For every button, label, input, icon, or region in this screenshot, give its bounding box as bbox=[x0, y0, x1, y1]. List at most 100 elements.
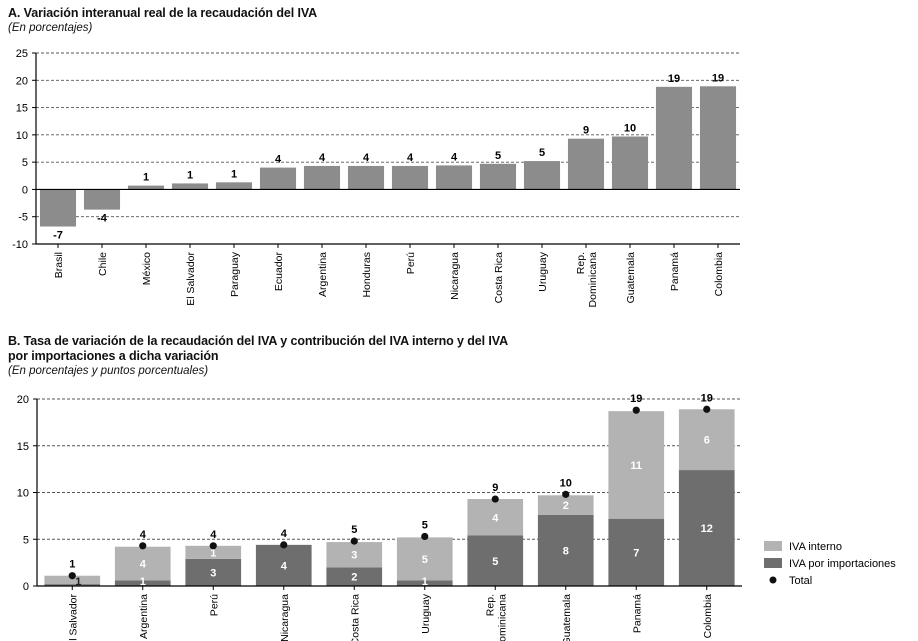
segment-label-interno: 1 bbox=[210, 547, 216, 559]
total-label: 5 bbox=[422, 519, 428, 531]
data-label: 9 bbox=[583, 125, 589, 137]
x-tick-label: Honduras bbox=[361, 252, 373, 298]
y-tick-label: 5 bbox=[22, 157, 28, 169]
x-tick-label: Colombia bbox=[702, 594, 714, 639]
bar-segment-importaciones bbox=[467, 535, 524, 586]
bar-segment-interno bbox=[44, 575, 101, 585]
total-label: 1 bbox=[69, 559, 75, 571]
x-tick-label: Perú bbox=[208, 594, 220, 616]
data-label: 5 bbox=[539, 147, 545, 159]
x-tick-label: Argentina bbox=[317, 252, 329, 297]
bar-segment-importaciones bbox=[537, 514, 594, 586]
total-marker bbox=[280, 541, 288, 549]
segment-label-importaciones: 8 bbox=[563, 545, 569, 557]
data-label: 1 bbox=[231, 168, 237, 180]
x-tick-label: Panamá bbox=[669, 252, 681, 291]
segment-label-importaciones: 12 bbox=[701, 523, 713, 535]
bar-segment-importaciones bbox=[678, 470, 735, 586]
segment-label-importaciones: 5 bbox=[492, 556, 498, 568]
segment-label-importaciones: 7 bbox=[633, 547, 639, 559]
total-marker bbox=[703, 405, 711, 413]
x-tick-label: Costa Rica bbox=[493, 252, 505, 304]
x-tick-label: Chile bbox=[97, 252, 109, 276]
bar bbox=[655, 86, 693, 190]
legend-label-total: Total bbox=[789, 575, 812, 587]
bar bbox=[39, 189, 77, 227]
total-label: 10 bbox=[560, 477, 572, 489]
bar-segment-importaciones bbox=[114, 580, 171, 586]
x-tick-label: Argentina bbox=[138, 594, 150, 639]
legend-swatch-importaciones bbox=[764, 558, 782, 568]
data-label: -7 bbox=[53, 230, 63, 242]
y-tick-label: 10 bbox=[17, 488, 29, 500]
bar bbox=[83, 189, 121, 210]
bar-segment-importaciones bbox=[185, 558, 242, 586]
total-marker bbox=[421, 532, 429, 541]
y-tick-label: 20 bbox=[17, 394, 29, 406]
data-label: 4 bbox=[319, 152, 326, 164]
segment-label-interno: 6 bbox=[704, 435, 710, 447]
segment-label-interno: 4 bbox=[140, 559, 147, 571]
x-tick-label: Colombia bbox=[713, 252, 725, 297]
y-tick-label: 0 bbox=[22, 184, 28, 196]
x-tick-label: El Salvador bbox=[67, 594, 79, 641]
chart-b-title-line1: B. Tasa de variación de la recaudación d… bbox=[8, 334, 508, 348]
total-marker bbox=[491, 495, 499, 503]
bar bbox=[479, 163, 517, 190]
x-tick-label: Brasil bbox=[53, 252, 65, 278]
segment-label-importaciones: 2 bbox=[351, 572, 357, 584]
x-tick-label: Panamá bbox=[631, 594, 643, 633]
x-tick-label: El Salvador bbox=[185, 252, 197, 306]
chart-b-subtitle: (En porcentajes y puntos porcentuales) bbox=[8, 365, 209, 377]
bar-segment-importaciones bbox=[326, 567, 383, 586]
bar bbox=[303, 165, 341, 190]
x-tick-label: Nicaragua bbox=[279, 594, 291, 641]
bar bbox=[611, 136, 649, 190]
total-marker bbox=[632, 406, 640, 414]
data-label: 4 bbox=[363, 152, 370, 164]
y-tick-label: 20 bbox=[16, 75, 28, 87]
y-tick-label: -5 bbox=[18, 212, 28, 224]
bar bbox=[127, 185, 165, 190]
x-tick-label: Paraguay bbox=[229, 251, 241, 297]
chart-a: 2520151050-5-10-7Brasil-4Chile1México1El… bbox=[12, 48, 740, 308]
x-tick-label: Costa Rica bbox=[349, 594, 361, 641]
x-tick-label: Dominicana bbox=[587, 252, 599, 308]
segment-label-importaciones: 3 bbox=[210, 567, 216, 579]
legend-marker-total bbox=[769, 576, 777, 584]
bar-segment-interno bbox=[185, 545, 242, 559]
bar-segment-importaciones bbox=[255, 544, 312, 586]
y-tick-label: 10 bbox=[16, 130, 28, 142]
total-label: 4 bbox=[281, 528, 288, 540]
x-tick-label: Rep. bbox=[575, 252, 587, 274]
bar bbox=[699, 86, 737, 190]
total-marker bbox=[562, 490, 570, 498]
total-label: 4 bbox=[140, 529, 147, 541]
chart-a-title: A. Variación interanual real de la recau… bbox=[8, 6, 318, 20]
data-label: 1 bbox=[143, 172, 149, 184]
bar-segment-interno bbox=[326, 542, 383, 568]
data-label: 19 bbox=[668, 73, 680, 85]
legend-label-importaciones: IVA por importaciones bbox=[789, 558, 896, 570]
y-tick-label: 25 bbox=[16, 48, 28, 60]
bar-segment-interno bbox=[608, 411, 665, 519]
total-label: 19 bbox=[701, 392, 713, 404]
legend-label-interno: IVA interno bbox=[789, 541, 842, 553]
x-tick-label: Uruguay bbox=[420, 593, 432, 633]
segment-label-interno: 11 bbox=[630, 460, 642, 472]
total-marker bbox=[350, 537, 358, 545]
data-label: 4 bbox=[407, 152, 414, 164]
segment-label-interno: 3 bbox=[351, 550, 357, 562]
total-label: 9 bbox=[492, 482, 498, 494]
total-marker bbox=[209, 542, 217, 550]
bar bbox=[523, 161, 561, 190]
segment-label-importaciones: 1 bbox=[140, 576, 146, 588]
segment-label-interno: 1 bbox=[75, 576, 81, 588]
x-tick-label: Uruguay bbox=[537, 251, 549, 291]
bar-segment-importaciones bbox=[44, 584, 101, 586]
bar bbox=[215, 182, 253, 190]
y-tick-label: 5 bbox=[23, 534, 29, 546]
x-tick-label: México bbox=[141, 252, 153, 285]
bar bbox=[567, 138, 605, 190]
